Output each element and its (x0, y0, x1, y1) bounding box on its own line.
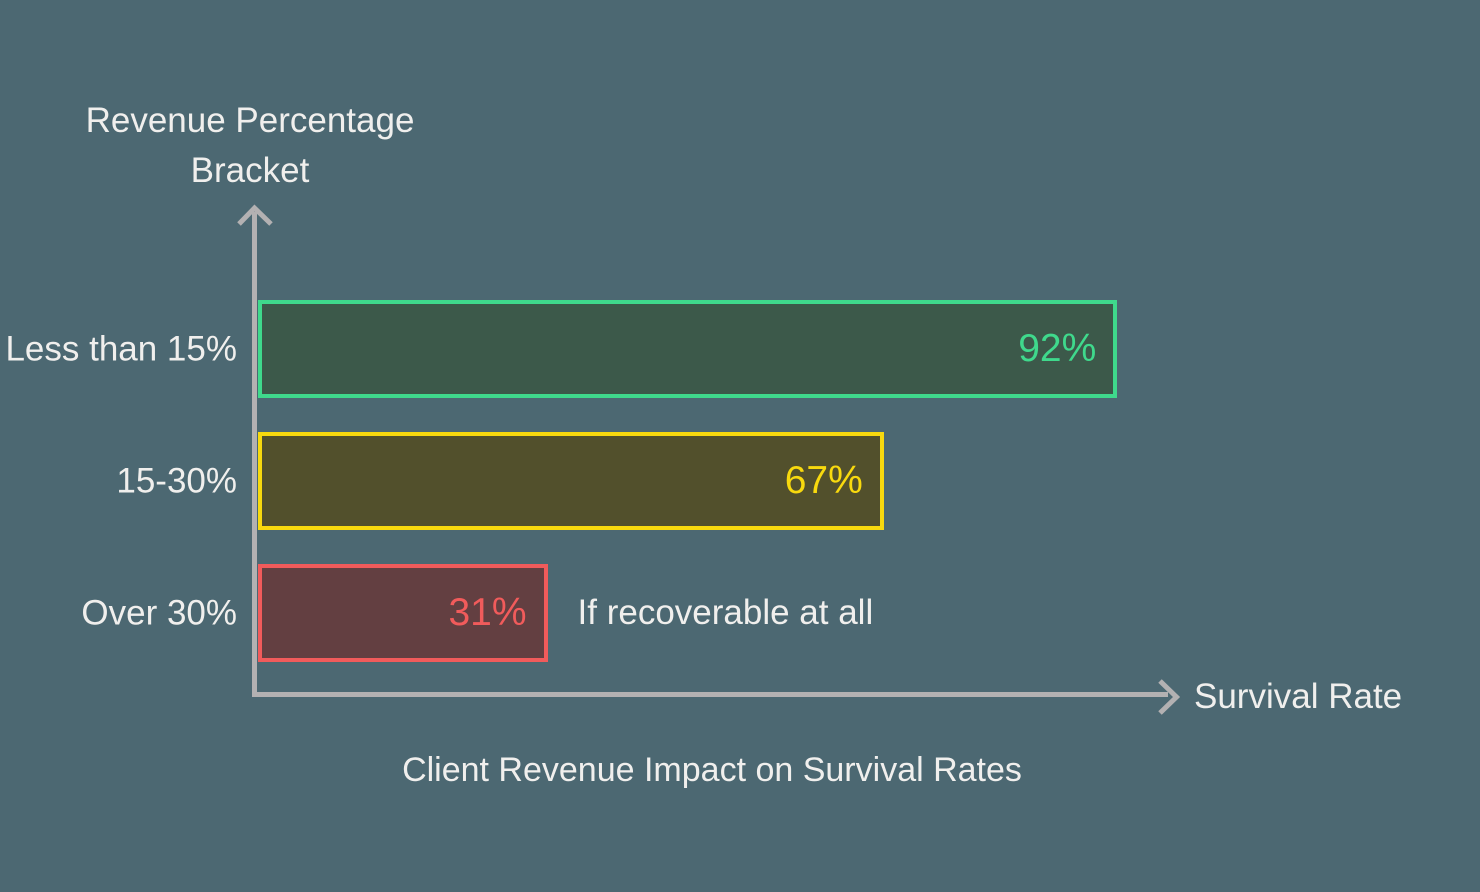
x-axis-arrowhead (1158, 679, 1181, 715)
value-label: 31% (448, 591, 527, 634)
category-label: Less than 15% (5, 329, 237, 369)
chart-title: Client Revenue Impact on Survival Rates (402, 751, 1022, 789)
bar-annotation: If recoverable at all (577, 593, 874, 632)
value-label: 67% (784, 459, 863, 502)
category-label: Over 30% (81, 593, 237, 633)
bar: 92% (258, 300, 1118, 398)
x-axis-title: Survival Rate (1194, 677, 1403, 716)
bar-row: 15-30% 67% (0, 432, 1480, 530)
y-axis-arrowhead (237, 204, 273, 226)
value-label: 92% (1018, 327, 1097, 370)
bar: 67% (258, 432, 884, 530)
bar-row: Over 30% 31% If recoverable at all (0, 564, 1480, 662)
bar-row: Less than 15% 92% (0, 300, 1480, 398)
category-label: 15-30% (116, 461, 237, 501)
bar: 31% (258, 564, 548, 662)
y-axis-title: Revenue Percentage Bracket (85, 101, 415, 190)
